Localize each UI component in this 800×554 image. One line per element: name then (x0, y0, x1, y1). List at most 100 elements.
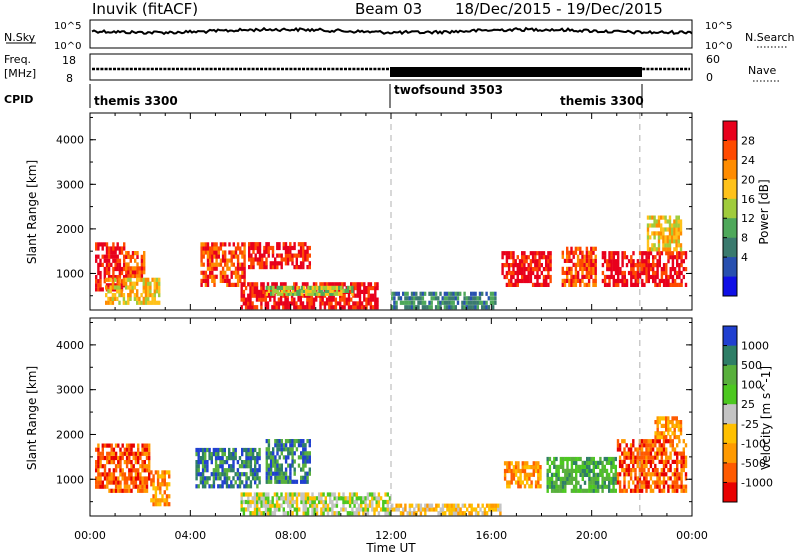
data-cell (553, 480, 556, 485)
data-cell (114, 468, 118, 473)
data-cell (347, 297, 351, 302)
colorbar-swatch (723, 198, 737, 219)
data-cell (680, 472, 683, 477)
data-cell (547, 251, 550, 256)
data-cell (614, 480, 617, 485)
data-cell (302, 447, 305, 452)
data-cell (348, 496, 352, 501)
data-cell (289, 249, 292, 254)
data-cell (110, 488, 113, 493)
data-cell (662, 267, 666, 272)
data-cell (376, 301, 379, 306)
data-cell (634, 459, 637, 464)
data-cell (671, 480, 674, 485)
data-cell (139, 455, 142, 461)
data-cell (662, 472, 666, 477)
data-cell (374, 289, 377, 294)
data-cell (265, 459, 268, 464)
data-cell (99, 283, 102, 288)
data-cell (461, 503, 464, 508)
data-cell (289, 467, 292, 472)
data-cell (267, 443, 271, 448)
data-cell (592, 270, 595, 275)
data-cell (248, 257, 251, 262)
data-cell (293, 467, 296, 472)
data-cell (456, 300, 460, 305)
data-cell (404, 296, 407, 301)
data-cell (243, 484, 246, 489)
data-cell (675, 223, 678, 228)
y-tick-label: 2000 (56, 428, 84, 441)
data-cell (232, 456, 235, 461)
data-cell (302, 499, 305, 505)
data-cell (145, 443, 149, 448)
data-cell (660, 231, 663, 236)
data-cell (643, 439, 646, 444)
data-cell (548, 456, 552, 462)
data-cell (505, 263, 509, 268)
data-cell (108, 476, 111, 481)
data-cell (426, 503, 429, 508)
data-cell (468, 511, 471, 516)
data-cell (223, 447, 226, 453)
data-cell (309, 288, 312, 293)
data-cell (312, 301, 316, 306)
data-cell (643, 484, 646, 489)
data-cell (151, 293, 154, 298)
data-cell (125, 273, 128, 279)
data-cell (128, 484, 131, 489)
data-cell (553, 484, 556, 489)
data-cell (656, 251, 659, 256)
data-cell (300, 443, 303, 448)
data-cell (647, 439, 650, 444)
data-cell (673, 267, 677, 272)
data-cell (128, 476, 131, 481)
data-cell (114, 451, 118, 456)
data-cell (550, 484, 554, 489)
data-cell (664, 219, 667, 224)
data-cell (312, 297, 316, 302)
data-cell (506, 468, 509, 474)
data-cell (614, 270, 618, 276)
data-cell (106, 476, 109, 481)
data-cell (107, 275, 111, 280)
data-cell (241, 452, 244, 457)
data-cell (415, 296, 418, 301)
data-cell (538, 263, 541, 268)
data-cell (195, 447, 198, 453)
data-cell (547, 259, 550, 264)
data-cell (652, 278, 655, 284)
data-cell (421, 507, 425, 512)
data-cell (248, 265, 251, 270)
data-cell (367, 289, 370, 294)
data-cell (676, 459, 679, 464)
data-cell (675, 435, 678, 440)
data-cell (116, 254, 119, 259)
data-cell (518, 259, 522, 264)
data-cell (494, 296, 497, 301)
data-cell (668, 231, 672, 236)
data-cell (632, 463, 635, 469)
data-cell (483, 305, 486, 310)
data-cell (402, 511, 405, 516)
data-cell (306, 282, 309, 287)
data-cell (617, 270, 620, 276)
data-cell (307, 288, 310, 293)
data-cell (576, 270, 580, 275)
data-cell (328, 305, 331, 310)
data-cell (265, 455, 268, 460)
data-cell (375, 496, 378, 501)
data-cell (256, 499, 259, 505)
data-cell (110, 447, 113, 452)
data-cell (141, 464, 144, 469)
data-cell (534, 480, 538, 485)
data-cell (512, 259, 515, 264)
data-cell (251, 496, 254, 501)
data-cell (507, 263, 511, 268)
data-cell (291, 463, 294, 468)
data-cell (673, 472, 677, 477)
data-cell (677, 231, 680, 236)
data-cell (599, 460, 602, 465)
data-cell (223, 468, 226, 473)
data-cell (241, 460, 244, 465)
